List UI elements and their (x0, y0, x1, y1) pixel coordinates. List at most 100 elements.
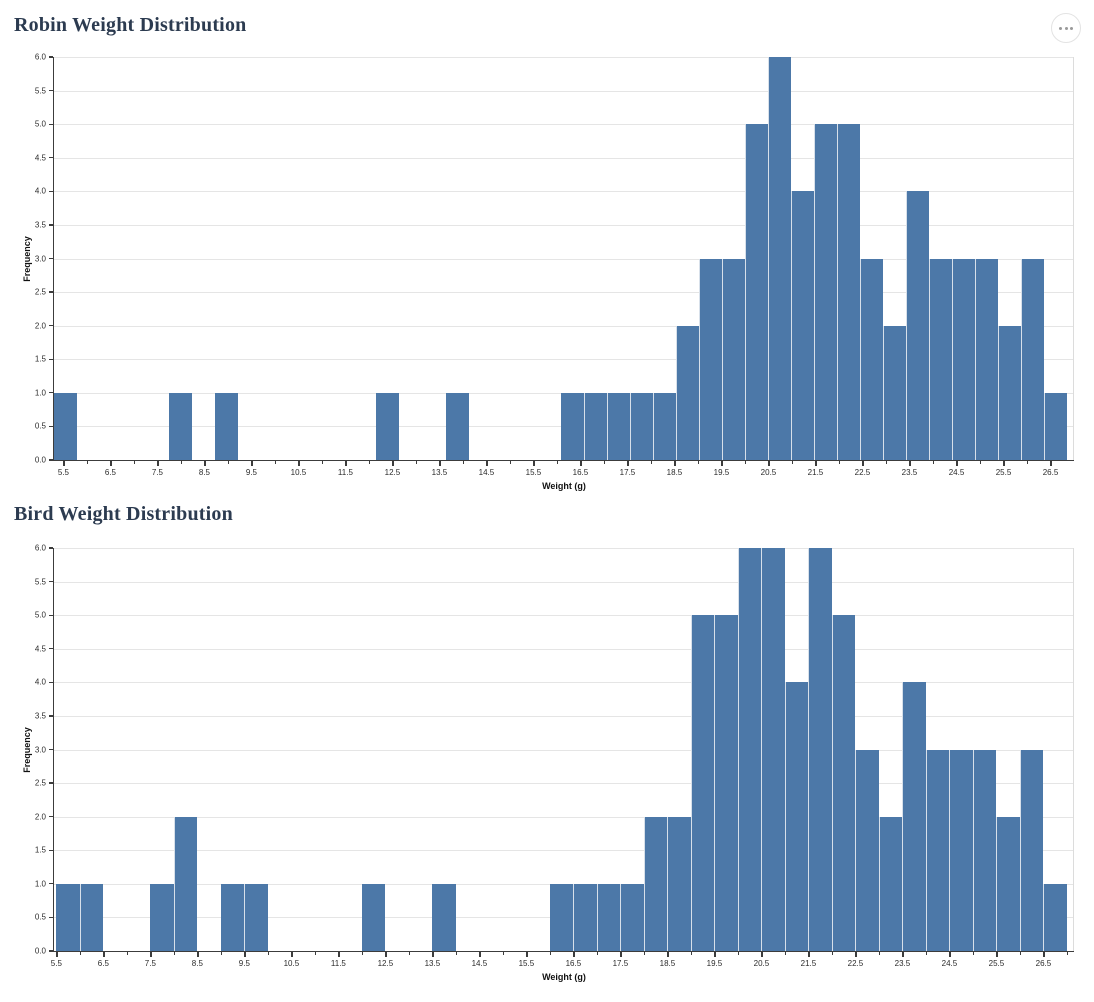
histogram-bar (215, 392, 239, 460)
x-tick-label: 19.5 (706, 959, 723, 968)
y-tick-label: 1.5 (34, 845, 46, 855)
gridline (54, 581, 1074, 583)
y-tick-label: 6.0 (34, 52, 46, 62)
histogram-bar (784, 682, 809, 951)
x-minor-tick-mark (408, 952, 411, 955)
gridline (54, 648, 1074, 650)
x-minor-tick-mark (267, 952, 270, 955)
histogram-bar (855, 749, 879, 951)
y-tick-label: 2.0 (34, 321, 46, 331)
x-tick-mark (298, 461, 300, 466)
y-tick-mark (49, 547, 53, 549)
gridline (54, 124, 1074, 126)
y-tick-mark (49, 358, 53, 360)
x-minor-tick-mark (643, 952, 646, 955)
gridline (54, 325, 1074, 327)
x-tick-label: 23.5 (901, 468, 918, 477)
x-tick-label: 21.5 (800, 959, 817, 968)
histogram-bar (737, 548, 762, 951)
y-tick-mark (49, 224, 53, 226)
robin-histogram-plot: Frequency Weight (g) 0.0 0.5 1.0 1.5 2.0 2.5 3… (22, 53, 1074, 491)
gridline (54, 682, 1074, 684)
gridline (54, 615, 1074, 617)
x-minor-tick-mark (509, 461, 512, 464)
histogram-bar (906, 191, 930, 460)
x-tick-mark (150, 952, 152, 957)
y-tick-label: 1.5 (34, 354, 46, 364)
x-tick-mark (949, 952, 951, 957)
ellipsis-icon (1064, 26, 1068, 30)
x-tick-label: 22.5 (854, 468, 871, 477)
x-axis-label: Weight (g) (542, 972, 586, 982)
y-tick-label: 3.0 (34, 745, 46, 754)
x-minor-tick-mark (415, 461, 418, 464)
histogram-bar (952, 258, 976, 460)
x-axis-label: Weight (g) (542, 481, 586, 491)
y-tick-mark (49, 883, 53, 885)
histogram-bar (714, 615, 738, 951)
x-tick-mark (345, 461, 347, 466)
y-tick-label: 4.5 (34, 644, 46, 654)
x-tick-mark (197, 952, 199, 957)
y-tick-label: 0.5 (34, 421, 46, 431)
x-minor-tick-mark (650, 461, 653, 464)
y-tick-mark (49, 459, 53, 461)
x-tick-mark (204, 461, 206, 466)
x-tick-mark (526, 952, 528, 957)
x-tick-mark (902, 952, 904, 957)
histogram-bar (744, 124, 768, 460)
y-tick-mark (49, 56, 53, 58)
x-tick-mark (1003, 461, 1005, 466)
histogram-bar (573, 883, 597, 951)
x-minor-tick-mark (556, 461, 559, 464)
x-tick-mark (815, 461, 817, 466)
more-options-button[interactable] (1051, 13, 1081, 43)
y-tick-label: 3.5 (34, 220, 46, 230)
gridline (54, 749, 1074, 751)
histogram-bar (652, 392, 676, 460)
x-minor-tick-mark (784, 952, 787, 955)
x-tick-label: 6.5 (97, 959, 109, 968)
x-minor-tick-mark (227, 461, 230, 464)
y-tick-mark (49, 89, 53, 92)
histogram-bar (925, 749, 950, 951)
y-tick-mark (49, 916, 53, 918)
x-tick-mark (768, 461, 770, 466)
x-minor-tick-mark (455, 952, 458, 955)
x-tick-mark (1050, 461, 1052, 466)
y-tick-mark (49, 123, 53, 125)
x-tick-label: 5.5 (50, 959, 62, 968)
histogram-bar (998, 325, 1022, 460)
robin-chart-title: Robin Weight Distribution (14, 14, 247, 36)
x-minor-tick-mark (1066, 952, 1069, 955)
x-minor-tick-mark (697, 461, 700, 464)
x-tick-label: 17.5 (619, 468, 636, 477)
x-tick-label: 24.5 (948, 468, 965, 477)
x-minor-tick-mark (979, 461, 982, 464)
x-tick-mark (573, 952, 575, 957)
x-tick-label: 8.5 (191, 959, 203, 968)
gridline (54, 783, 1074, 785)
x-tick-mark (385, 952, 387, 957)
x-tick-mark (244, 952, 246, 957)
histogram-bar (620, 883, 644, 951)
x-minor-tick-mark (690, 952, 693, 955)
histogram-bar (432, 883, 456, 951)
x-tick-label: 15.5 (525, 468, 542, 477)
x-tick-mark (721, 461, 723, 466)
histogram-bar (56, 883, 80, 951)
x-minor-tick-mark (1019, 952, 1022, 955)
ellipsis-icon (1070, 26, 1073, 30)
histogram-bar (929, 258, 953, 460)
gridline (54, 292, 1074, 294)
x-tick-mark (909, 461, 911, 466)
x-tick-label: 12.5 (384, 468, 401, 477)
x-tick-label: 13.5 (431, 468, 448, 477)
x-tick-label: 7.5 (151, 468, 163, 477)
x-tick-label: 11.5 (337, 468, 353, 477)
x-tick-label: 8.5 (198, 468, 210, 477)
x-tick-mark (439, 461, 441, 466)
x-minor-tick-mark (220, 952, 223, 955)
histogram-bar (361, 883, 386, 951)
